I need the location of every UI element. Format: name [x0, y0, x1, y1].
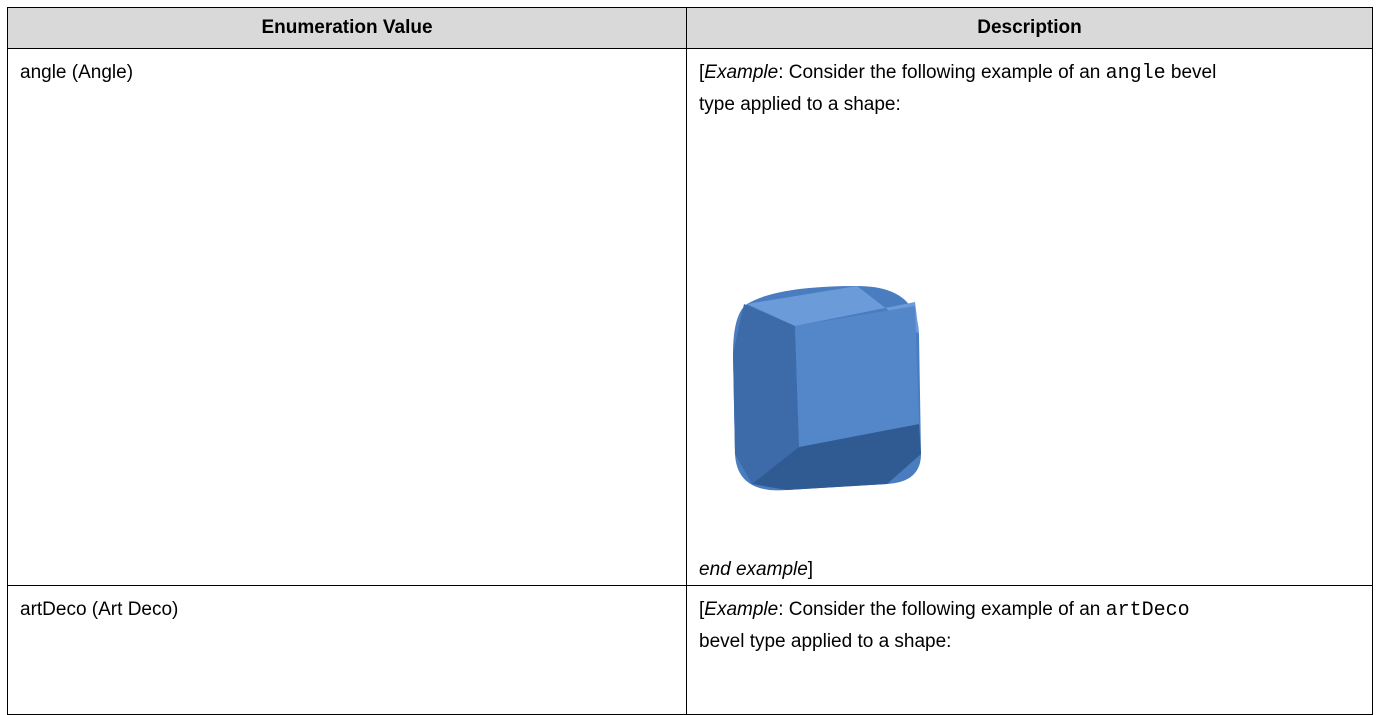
value-text: artDeco (Art Deco)	[20, 599, 179, 620]
bracket: [	[699, 599, 705, 620]
bevel-left	[733, 304, 799, 484]
code-text: angle	[1105, 62, 1166, 85]
description-text: [Example: Consider the following example…	[699, 57, 1219, 120]
example-label: Example	[704, 599, 779, 620]
value-text: angle (Angle)	[20, 62, 134, 83]
lead-text: : Consider the following example of an	[778, 62, 1101, 83]
value-cell: artDeco (Art Deco)	[7, 585, 687, 715]
bevel-shape	[733, 286, 921, 491]
bracket: [	[699, 62, 705, 83]
bevel-bottom	[752, 424, 921, 490]
page: {"table": {"header": ["Enumeration Value…	[7, 7, 1373, 715]
description-cell: [Example: Consider the following example…	[686, 48, 1373, 586]
end-label: end example	[699, 559, 808, 580]
lead-text: : Consider the following example of an	[778, 599, 1101, 620]
bevel-top	[747, 286, 919, 334]
rest-text: bevel type applied to a shape:	[699, 631, 952, 652]
end-text: end example]	[699, 554, 813, 585]
bracket: ]	[807, 559, 814, 580]
front-face	[795, 306, 919, 447]
description-text: [Example: Consider the following example…	[699, 594, 1219, 657]
header-text: Description	[977, 17, 1082, 38]
rest-text: bevel type applied to a shape:	[699, 62, 1217, 115]
description-cell: [Example: Consider the following example…	[686, 585, 1373, 715]
table: Enumeration Value Description angle (Ang…	[7, 7, 1373, 715]
example-label: Example	[704, 62, 779, 83]
header-cell: Enumeration Value	[7, 7, 687, 49]
value-cell: angle (Angle)	[7, 48, 687, 586]
header-cell: Description	[686, 7, 1373, 49]
code-text: artDeco	[1105, 599, 1190, 622]
header-text: Enumeration Value	[261, 17, 433, 38]
